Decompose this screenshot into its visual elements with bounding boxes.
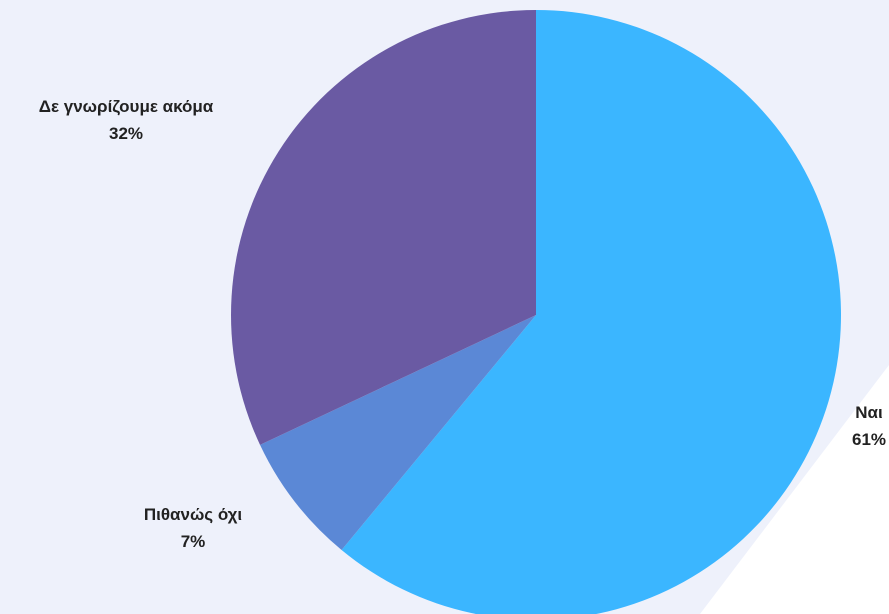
page-fold-shadow — [700, 365, 889, 614]
slice-category-label: Δε γνωρίζουμε ακόμα — [39, 97, 214, 116]
slice-percent-label: 7% — [181, 532, 206, 551]
pie-slice — [260, 315, 536, 551]
slice-percent-label: 32% — [109, 124, 143, 143]
pie-labels: Ναι 61% Πιθανώς όχι 7% Δε γνωρίζουμε ακόμα 32… — [39, 97, 886, 551]
pie-slice — [341, 10, 841, 614]
pie-slices — [231, 10, 841, 614]
slice-category-label: Πιθανώς όχι — [144, 505, 243, 524]
slice-category-label: Ναι — [855, 403, 883, 422]
slice-percent-label: 61% — [852, 430, 886, 449]
pie-slice — [231, 10, 537, 445]
